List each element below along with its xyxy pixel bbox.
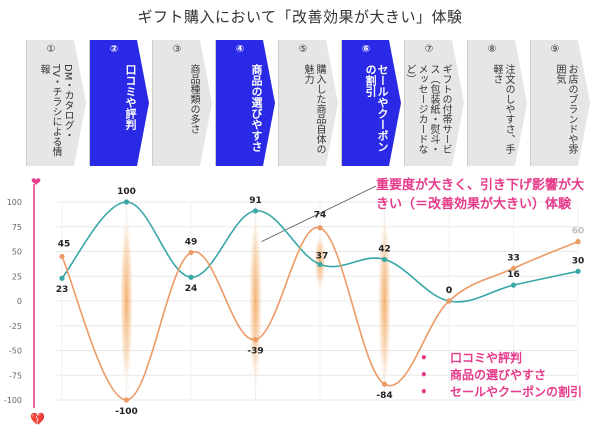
data-label: -100 [115, 407, 138, 417]
series-line-1 [61, 201, 579, 303]
step-label: 口コミや評判 [124, 64, 137, 130]
step-arrow-1: ① DM・カタログ・TV・チラシによる情報 [26, 40, 86, 166]
data-label: 0 [446, 286, 452, 296]
data-point [188, 274, 194, 280]
step-label: 購入した商品自体の魅力 [302, 64, 325, 154]
line-chart: 100 75 50 25 0 -25 -50 -75 -100 23 100 24 91 37 42 0 16… [0, 170, 600, 440]
data-label: 42 [378, 244, 391, 254]
data-label: 49 [185, 237, 198, 247]
data-point [59, 275, 65, 281]
step-label: ギフトの付帯サービス（包装紙・熨斗・メッセージカードなど） [404, 64, 451, 154]
data-point [575, 239, 581, 245]
data-label: 37 [316, 251, 329, 261]
step-arrow-7: ⑦ ギフトの付帯サービス（包装紙・熨斗・メッセージカードなど） [404, 40, 464, 166]
data-point [252, 208, 259, 214]
y-tick-label: -100 [4, 396, 22, 405]
data-label: 0 [446, 286, 452, 296]
data-point [59, 253, 65, 260]
data-label: 74 [314, 211, 327, 221]
data-point [317, 225, 323, 231]
data-label: 100 [117, 187, 136, 197]
y-tick-label: 25 [12, 272, 22, 281]
data-label: 23 [56, 285, 69, 295]
y-tick-label: 0 [17, 297, 22, 306]
step-label: お店のブランドや雰囲気 [554, 64, 577, 154]
callout-line [261, 185, 377, 242]
y-tick-label: -75 [9, 371, 22, 380]
step-number: ⑨ [550, 44, 560, 55]
page-title: ギフト購入において「改善効果が大きい」体験 [137, 8, 463, 26]
y-tick-label: 50 [12, 248, 22, 257]
legend: 口コミや評判商品の選びやすさセールやクーポンの割引 [420, 350, 595, 401]
step-label: 商品種類の多さ [188, 64, 199, 134]
broken-heart-icon: 💔 [30, 412, 45, 426]
process-arrow-row: ① DM・カタログ・TV・チラシによる情報 ② 口コミや評判 ③ 商品種類の多さ ④ 商品の選… [0, 40, 600, 170]
step-number: ⑧ [487, 44, 497, 55]
y-tick-label: -25 [9, 322, 22, 331]
data-point [510, 282, 517, 288]
data-label: 24 [185, 284, 198, 294]
data-label: 33 [507, 253, 520, 263]
step-number: ④ [235, 44, 245, 55]
data-label: 60 [572, 227, 585, 237]
step-label: 注文のしやすさ、手軽さ [491, 64, 514, 154]
data-label: 30 [572, 256, 585, 266]
data-point [510, 265, 517, 271]
step-arrow-3: ③ 商品種類の多さ [152, 40, 212, 166]
step-arrow-2: ② 口コミや評判 [89, 40, 149, 166]
step-label: セールやクーポンの割引 [364, 64, 389, 152]
heart-icon: ❤ [30, 175, 42, 189]
legend-item-3: セールやクーポンの割引 [420, 384, 595, 401]
data-label: 45 [58, 239, 71, 249]
data-label: 16 [507, 270, 520, 280]
data-point [575, 268, 581, 274]
y-tick-label: -50 [9, 347, 22, 356]
step-arrow-4: ④ 商品の選びやすさ [215, 40, 275, 166]
y-tick-label: 100 [7, 198, 22, 207]
data-point [446, 298, 452, 304]
step-number: ③ [172, 44, 182, 55]
highlight-glow [377, 206, 392, 396]
highlight-glow [248, 206, 263, 396]
data-point [381, 381, 388, 387]
data-point [123, 199, 130, 205]
data-point [317, 261, 323, 267]
data-point [381, 256, 388, 263]
y-tick-label: 75 [12, 223, 22, 232]
legend-item-2: 商品の選びやすさ [420, 367, 595, 384]
step-number: ⑦ [424, 44, 434, 55]
annotation-text: 重要度が大きく、引き下げ影響が大きい（＝改善効果が大きい）体験 [376, 178, 585, 212]
step-number: ⑤ [298, 44, 308, 55]
step-arrow-6: ⑥ セールやクーポンの割引 [341, 40, 401, 166]
step-number: ① [46, 44, 56, 55]
data-label: -39 [247, 347, 263, 357]
highlight-glow [119, 206, 134, 396]
step-label: 商品の選びやすさ [250, 64, 263, 152]
legend-item-1: 口コミや評判 [420, 350, 595, 367]
highlight-glow [314, 231, 326, 292]
step-number: ⑥ [361, 44, 371, 55]
series-line-2 [61, 226, 579, 401]
data-label: -84 [376, 391, 392, 401]
step-arrow-9: ⑨ お店のブランドや雰囲気 [530, 40, 590, 166]
step-arrow-8: ⑧ 注文のしやすさ、手軽さ [467, 40, 527, 166]
data-point [188, 249, 194, 256]
step-number: ② [109, 44, 119, 55]
step-label: DM・カタログ・TV・チラシによる情報 [38, 64, 73, 157]
data-label: 91 [249, 196, 262, 206]
data-point [123, 397, 130, 403]
step-arrow-5: ⑤ 購入した商品自体の魅力 [278, 40, 338, 166]
data-point [252, 337, 259, 343]
chart-svg: 100 75 50 25 0 -25 -50 -75 -100 23 100 24 91 37 42 0 16… [4, 184, 585, 417]
